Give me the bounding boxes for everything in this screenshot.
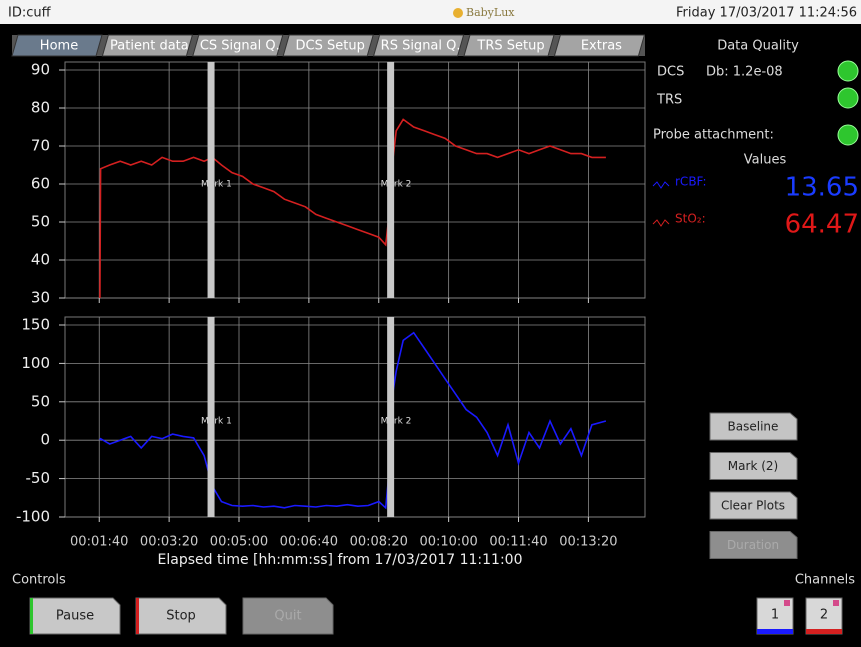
y-tick-label: 0 <box>40 431 50 449</box>
control-buttons: Pause Stop Quit 1 2 <box>29 597 843 635</box>
rcbf-icon <box>652 181 670 189</box>
y-tick-label: 80 <box>31 99 50 117</box>
tab-label: CS Signal Q. <box>200 39 280 54</box>
x-tick-label: 00:08:20 <box>350 535 408 550</box>
datetime: Friday 17/03/2017 11:24:56 <box>676 6 857 21</box>
series-line <box>99 331 607 510</box>
values-title: Values <box>744 153 787 168</box>
y-tick-label: -100 <box>16 508 50 526</box>
channel-indicator <box>833 600 839 606</box>
device-id: ID:cuff <box>8 6 52 21</box>
control-button-label: Pause <box>56 609 94 624</box>
channel-indicator <box>784 600 790 606</box>
mark-bar <box>387 317 395 517</box>
y-tick-label: 30 <box>31 289 50 307</box>
side-button-label: Clear Plots <box>721 499 785 513</box>
tab-bar: Home Patient data CS Signal Q. DCS Setup RS … <box>11 34 646 57</box>
mark-label: Mark 1 <box>201 180 232 190</box>
y-tick-label: 60 <box>31 175 50 193</box>
controls-title: Controls <box>12 573 66 588</box>
top-bar <box>0 0 861 24</box>
dcs-db: Db: 1.2e-08 <box>706 65 783 80</box>
side-button[interactable] <box>709 412 798 441</box>
logo-icon <box>453 8 463 18</box>
mark-label: Mark 1 <box>201 417 232 427</box>
rcbf-value: 13.65 <box>785 173 859 203</box>
mark-bar <box>387 62 395 298</box>
tab-label: TRS Setup <box>476 39 544 54</box>
tab-label: Home <box>40 39 78 54</box>
side-button <box>709 531 798 559</box>
sto2-icon <box>652 219 670 227</box>
tab-label: RS Signal Q. <box>381 39 461 54</box>
mark-label: Mark 2 <box>381 417 412 427</box>
side-button-label: Duration <box>727 538 779 552</box>
probe-status <box>837 124 859 146</box>
trs-status <box>837 87 859 109</box>
sto2-label: StO₂: <box>675 212 706 226</box>
side-buttons: Baseline Mark (2) Clear Plots Duration <box>709 412 798 559</box>
plot-frame <box>64 316 646 518</box>
channel-label: 1 <box>771 608 779 623</box>
side-button-label: Baseline <box>728 420 779 434</box>
x-tick-label: 00:11:40 <box>489 535 547 550</box>
side-button[interactable] <box>709 452 798 480</box>
y-tick-label: 150 <box>21 316 50 334</box>
rcbf-label: rCBF: <box>675 175 707 189</box>
y-tick-label: -50 <box>26 469 51 487</box>
dcs-label: DCS <box>657 65 684 80</box>
y-tick-label: 70 <box>31 137 50 155</box>
tab-label: DCS Setup <box>296 39 365 54</box>
x-tick-label: 00:03:20 <box>140 535 198 550</box>
dcs-status <box>837 60 859 82</box>
side-button-label: Mark (2) <box>728 459 778 473</box>
logo: BabyLux <box>466 6 515 19</box>
plot-frame <box>64 61 646 299</box>
channel-underline <box>806 629 842 634</box>
series-line <box>99 118 606 299</box>
tab[interactable] <box>282 34 374 57</box>
tab[interactable] <box>11 34 103 57</box>
tab[interactable] <box>553 34 646 57</box>
channels-title: Channels <box>795 573 855 588</box>
sto2-value: 64.47 <box>785 210 859 240</box>
x-tick-label: 00:05:00 <box>210 535 268 550</box>
tab-label: Extras <box>581 39 622 54</box>
tab[interactable] <box>463 34 555 57</box>
control-button <box>242 597 334 635</box>
button-accent <box>136 598 139 634</box>
tab[interactable] <box>101 34 194 57</box>
mark-bar <box>207 62 215 298</box>
tab-label: Patient data <box>110 39 189 54</box>
x-tick-label: 00:01:40 <box>70 535 128 550</box>
y-tick-label: 90 <box>31 61 50 79</box>
x-tick-label: 00:13:20 <box>559 535 617 550</box>
mark-label: Mark 2 <box>381 180 412 190</box>
tab[interactable] <box>192 34 284 57</box>
side-button[interactable] <box>709 491 798 520</box>
y-tick-label: 100 <box>21 354 50 372</box>
channel-label: 2 <box>820 608 828 623</box>
x-tick-label: 00:06:40 <box>280 535 338 550</box>
x-tick-label: 00:10:00 <box>419 535 477 550</box>
y-tick-label: 50 <box>31 392 50 410</box>
y-tick-label: 50 <box>31 213 50 231</box>
panel-title: Data Quality <box>717 39 799 54</box>
trs-label: TRS <box>656 93 682 108</box>
button-accent <box>30 598 33 634</box>
tab[interactable] <box>372 34 465 57</box>
channel-underline <box>757 629 793 634</box>
probe-label: Probe attachment: <box>653 128 774 143</box>
mark-bar <box>207 317 215 517</box>
y-tick-label: 40 <box>31 251 50 269</box>
side-panel: Data Quality DCS Db: 1.2e-08 TRS Probe a… <box>652 39 859 240</box>
charts: 30 40 50 60 70 80 90 Mark 1 Mark 2 -100 -50 0 50 100 1… <box>16 61 646 568</box>
control-button-label: Stop <box>166 609 196 624</box>
control-button-label: Quit <box>274 609 301 624</box>
x-axis-label: Elapsed time [hh:mm:ss] from 17/03/2017 … <box>158 552 523 568</box>
